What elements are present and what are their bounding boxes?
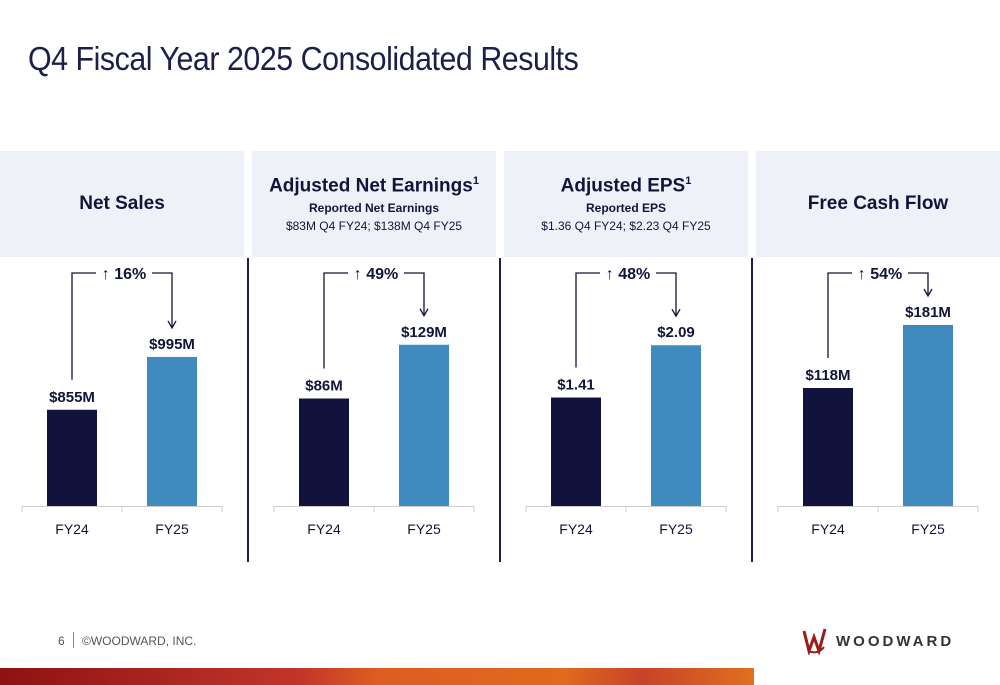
bar-fy24	[803, 388, 853, 506]
footnote-marker: 1	[685, 174, 692, 187]
bar-fy25	[903, 325, 953, 506]
panel-title: Net Sales	[79, 193, 165, 215]
change-percent: ↑ 16%	[102, 266, 146, 283]
panel-header: Adjusted Net Earnings1 Reported Net Earni…	[252, 151, 496, 257]
bar-chart: $86M FY24 $129M FY25 ↑ 49%	[273, 266, 475, 537]
change-percent: ↑ 49%	[354, 266, 398, 283]
category-label: FY25	[407, 521, 441, 537]
arrow-down-icon	[923, 288, 933, 298]
page-title: Q4 Fiscal Year 2025 Consolidated Results	[28, 40, 579, 77]
change-bracket-right	[404, 272, 425, 315]
data-label: $2.09	[657, 324, 695, 341]
change-bracket-right	[908, 272, 929, 295]
change-bracket-left	[827, 272, 852, 358]
panel-free-cash-flow: Free Cash Flow $118M FY24 $181M FY25 ↑ 54%	[756, 151, 1000, 571]
footer-color-band	[0, 668, 754, 685]
category-label: FY25	[155, 521, 189, 537]
panel-adjusted-net-earnings: Adjusted Net Earnings1 Reported Net Earni…	[252, 151, 496, 571]
bar-chart: $1.41 FY24 $2.09 FY25 ↑ 48%	[525, 266, 727, 537]
category-label: FY24	[307, 521, 341, 537]
change-bracket-right	[656, 272, 677, 316]
data-label: $1.41	[557, 377, 595, 394]
panel-divider	[499, 258, 501, 562]
category-label: FY25	[659, 521, 693, 537]
panel-title-text: Adjusted EPS	[560, 175, 686, 197]
panel-header: Net Sales	[0, 151, 244, 257]
panel-title-text: Net Sales	[79, 193, 165, 214]
bar-chart: $118M FY24 $181M FY25 ↑ 54%	[777, 266, 979, 537]
woodward-logo-icon	[802, 628, 827, 655]
panel-divider	[751, 258, 753, 562]
woodward-logo: WOODWARD	[800, 627, 954, 655]
bar-fy25	[147, 356, 197, 506]
panel-title: Free Cash Flow	[808, 193, 948, 215]
panel-header: Free Cash Flow	[756, 151, 1000, 257]
data-label: $995M	[149, 336, 195, 353]
data-label: $118M	[805, 367, 850, 384]
panel-subtitle: Reported EPS	[585, 201, 666, 216]
panel-net-sales: Net Sales $855M FY24 $995M FY25 ↑ 16%	[0, 151, 244, 571]
panel-header: Adjusted EPS1 Reported EPS $1.36 Q4 FY24; …	[504, 151, 748, 257]
panel-subtitle-values: $83M Q4 FY24; $138M Q4 FY25	[285, 219, 463, 234]
panel-title-text: Adjusted Net Earnings	[269, 175, 473, 197]
panel-title-text: Free Cash Flow	[807, 193, 949, 214]
panel-adjusted-eps: Adjusted EPS1 Reported EPS $1.36 Q4 FY24; …	[504, 151, 748, 571]
change-bracket-left	[71, 272, 96, 380]
category-label: FY24	[559, 521, 593, 537]
panel-title: Adjusted EPS1	[561, 175, 692, 197]
change-percent: ↑ 54%	[858, 266, 902, 283]
change-bracket-left	[575, 272, 600, 368]
bar-fy24	[551, 397, 601, 506]
copyright: ©WOODWARD, INC.	[82, 634, 197, 648]
footer-separator	[73, 632, 74, 648]
logo-text: WOODWARD	[836, 632, 955, 650]
data-label: $855M	[49, 389, 95, 406]
panel-divider	[247, 258, 249, 562]
bar-chart: $855M FY24 $995M FY25 ↑ 16%	[21, 266, 223, 537]
bar-fy25	[651, 345, 701, 506]
data-label: $86M	[305, 378, 343, 395]
arrow-down-icon	[167, 320, 177, 330]
data-label: $129M	[401, 324, 447, 341]
bar-fy25	[399, 344, 449, 506]
arrow-down-icon	[419, 308, 429, 318]
panel-subtitle-values: $1.36 Q4 FY24; $2.23 Q4 FY25	[541, 219, 711, 234]
category-label: FY24	[811, 521, 845, 537]
change-bracket-left	[323, 272, 348, 369]
panel-subtitle: Reported Net Earnings	[308, 201, 440, 216]
page-number: 6	[58, 634, 65, 648]
bar-fy24	[47, 409, 97, 506]
category-label: FY25	[911, 521, 945, 537]
bar-fy24	[299, 398, 349, 506]
change-percent: ↑ 48%	[606, 266, 650, 283]
arrow-down-icon	[671, 308, 681, 318]
category-label: FY24	[55, 521, 89, 537]
panel-title: Adjusted Net Earnings1	[269, 175, 479, 197]
footnote-marker: 1	[472, 174, 479, 187]
data-label: $181M	[905, 304, 951, 321]
change-bracket-right	[152, 272, 173, 327]
